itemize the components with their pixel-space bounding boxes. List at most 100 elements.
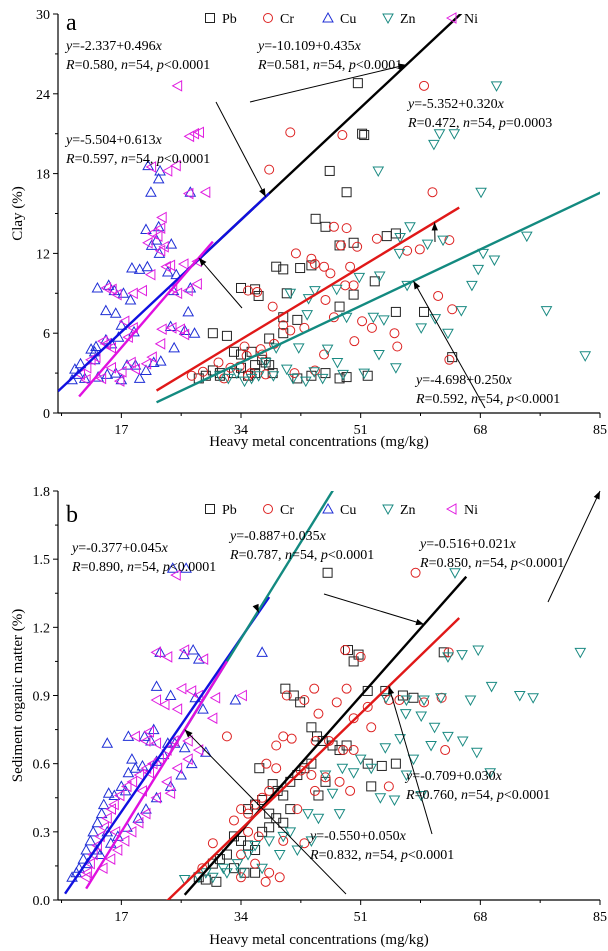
data-point-triangle-left — [185, 685, 197, 697]
data-point-triangle-left — [193, 126, 204, 139]
data-point-circle — [325, 268, 336, 279]
annotation-arrowhead — [252, 603, 259, 613]
data-point-triangle-left — [156, 323, 167, 336]
data-point-square — [211, 876, 222, 887]
series-Zn — [178, 568, 587, 886]
annotation-arrow — [249, 64, 407, 103]
data-point-triangle-down — [374, 793, 387, 804]
data-point-triangle-up — [182, 305, 195, 317]
data-point-triangle-left — [156, 211, 167, 224]
data-point-triangle-left — [192, 744, 204, 756]
fit-line-Ni — [85, 660, 228, 890]
fit-line-Cu — [58, 192, 270, 393]
data-point-triangle-up — [87, 825, 100, 837]
data-point-triangle-up — [229, 694, 242, 705]
data-point-circle — [213, 357, 224, 368]
data-point-triangle-down — [437, 235, 449, 247]
data-point-circle — [444, 235, 455, 246]
data-point-triangle-left — [161, 775, 172, 788]
data-point-square — [334, 301, 345, 312]
data-point-triangle-down — [378, 315, 390, 326]
data-point-triangle-left — [150, 791, 162, 804]
data-point-triangle-left — [105, 341, 116, 354]
x-tick-label: 34 — [234, 910, 248, 925]
data-point-circle — [319, 349, 330, 360]
data-point-triangle-left — [150, 694, 162, 706]
data-point-circle — [239, 341, 250, 352]
data-point-circle — [299, 695, 310, 706]
data-point-circle — [340, 645, 351, 656]
data-point-triangle-down — [477, 248, 490, 260]
legend-entry-Ni: Ni — [464, 503, 478, 518]
equation-text: y=-0.887+0.035x — [228, 529, 327, 544]
data-point-triangle-down — [464, 695, 477, 707]
data-point-triangle-down — [520, 231, 533, 243]
data-point-triangle-down — [336, 763, 349, 775]
data-point-triangle-up — [100, 333, 112, 345]
data-point-square — [292, 314, 303, 325]
data-point-square — [357, 128, 368, 139]
annotation-Cu: y=-2.337+0.496x R=0.580, n=54, p<0.0001 — [64, 39, 267, 197]
series-Cu — [66, 159, 201, 385]
series-Cr — [186, 80, 458, 384]
data-point-square — [254, 763, 265, 774]
data-point-triangle-down — [399, 709, 412, 720]
data-point-triangle-down — [287, 373, 299, 385]
data-point-triangle-up — [102, 279, 115, 290]
data-point-square — [366, 781, 377, 792]
data-point-square — [408, 692, 419, 703]
data-point-triangle-left — [132, 816, 144, 829]
data-point-triangle-down — [400, 770, 413, 782]
annotation-arrowhead — [259, 188, 266, 197]
data-point-square — [278, 817, 289, 828]
data-point-circle — [306, 253, 317, 264]
data-point-triangle-left — [101, 812, 112, 825]
data-point-triangle-down — [280, 364, 293, 376]
data-point-square — [205, 13, 215, 23]
data-point-square — [438, 647, 449, 658]
data-point-triangle-down — [331, 357, 344, 369]
fit-line-Cr — [155, 206, 460, 392]
data-point-triangle-left — [146, 351, 157, 363]
annotation-arrow — [184, 729, 347, 895]
data-point-triangle-left — [161, 165, 173, 177]
data-point-triangle-left — [142, 236, 153, 249]
data-point-circle — [366, 322, 377, 333]
data-point-circle — [290, 248, 301, 259]
data-point-triangle-down — [367, 312, 380, 324]
annotation-arrowhead — [198, 257, 207, 267]
data-point-triangle-down — [321, 344, 334, 356]
data-point-triangle-down — [442, 652, 454, 663]
data-point-triangle-up — [136, 759, 149, 771]
annotation-arrowhead — [397, 63, 407, 70]
data-point-circle — [264, 164, 275, 175]
equation-text: y=-5.352+0.320x — [406, 97, 505, 112]
data-point-triangle-down — [429, 314, 442, 325]
x-axis-title: Heavy metal concentrations (mg/kg) — [209, 932, 429, 948]
data-point-circle — [286, 733, 297, 744]
x-tick-label: 68 — [473, 423, 487, 438]
data-point-triangle-left — [191, 278, 202, 290]
data-point-circle — [257, 792, 268, 803]
stats-text: R=0.592, n=54, p<0.0001 — [415, 392, 560, 407]
data-point-triangle-down — [418, 695, 430, 707]
data-point-triangle-left — [164, 787, 176, 800]
annotation-Pb: y=-10.109+0.435x R=0.581, n=54, p<0.0001 — [249, 39, 407, 103]
data-point-square — [320, 221, 331, 232]
data-point-triangle-left — [151, 230, 163, 242]
data-point-triangle-down — [231, 859, 244, 870]
data-point-circle — [341, 223, 352, 234]
data-point-triangle-up — [101, 825, 114, 837]
data-point-triangle-down — [455, 306, 468, 317]
data-point-triangle-up — [108, 284, 121, 296]
data-point-triangle-left — [100, 282, 112, 294]
data-point-triangle-up — [154, 355, 167, 366]
data-point-triangle-up — [322, 11, 334, 23]
data-point-circle — [285, 127, 296, 138]
data-point-triangle-left — [170, 569, 181, 581]
y-tick-label: 0.9 — [33, 690, 51, 705]
data-point-circle — [338, 745, 349, 756]
data-point-triangle-up — [84, 834, 97, 846]
annotation-Cr: y=-5.352+0.320x R=0.472, n=54, p=0.0003 — [406, 97, 552, 243]
annotation-arrowhead — [593, 491, 600, 500]
